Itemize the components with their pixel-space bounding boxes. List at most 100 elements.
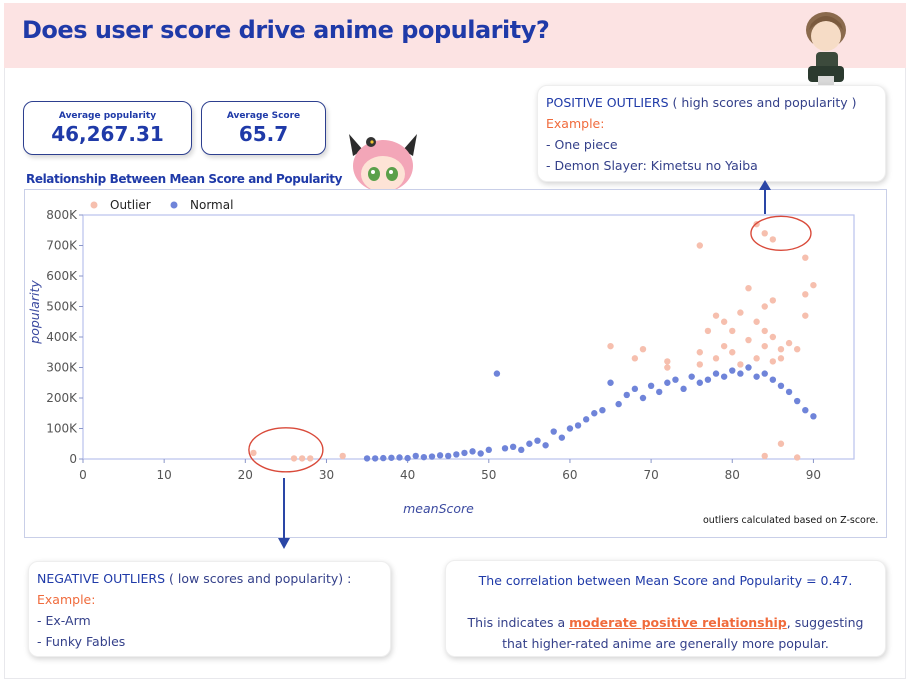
- data-point-outlier: [761, 303, 768, 310]
- data-point-normal: [672, 376, 679, 383]
- legend-label-outlier: Outlier: [110, 198, 151, 212]
- data-point-normal: [469, 448, 476, 455]
- data-point-normal: [745, 364, 752, 371]
- correlation-box: The correlation between Mean Score and P…: [445, 560, 886, 657]
- data-point-normal: [712, 370, 720, 377]
- callout-head: NEGATIVE OUTLIERS: [37, 571, 166, 586]
- data-point-normal: [445, 452, 452, 460]
- data-point-outlier: [290, 455, 298, 462]
- data-point-normal: [664, 379, 671, 386]
- legend-marker-normal: [170, 201, 178, 209]
- data-point-normal: [518, 446, 525, 454]
- data-point-normal: [388, 454, 395, 461]
- data-point-outlier: [696, 242, 703, 249]
- data-point-normal: [696, 379, 703, 386]
- kpi-average-score: Average Score 65.7: [201, 101, 326, 155]
- data-point-outlier: [761, 327, 768, 335]
- data-point-outlier: [712, 312, 720, 319]
- data-point-normal: [761, 370, 768, 377]
- x-tick-label: 0: [79, 468, 87, 482]
- data-point-outlier: [802, 312, 809, 319]
- data-point-outlier: [720, 342, 728, 350]
- interpretation-pre: This indicates a: [467, 615, 566, 630]
- y-tick-label: 100K: [46, 422, 78, 436]
- data-point-normal: [371, 455, 379, 462]
- data-point-outlier: [753, 355, 760, 362]
- data-point-normal: [631, 385, 639, 393]
- data-point-normal: [753, 373, 760, 380]
- data-point-normal: [542, 442, 549, 449]
- kpi-average-popularity: Average popularity 46,267.31: [23, 101, 192, 155]
- data-point-normal: [526, 440, 533, 447]
- data-point-normal: [380, 454, 387, 462]
- data-point-normal: [396, 454, 403, 461]
- character-head-icon: [349, 134, 417, 190]
- positive-arrow-head: [759, 180, 771, 190]
- data-point-normal: [404, 454, 411, 462]
- data-point-normal: [566, 425, 574, 432]
- data-point-outlier: [339, 452, 346, 460]
- data-point-normal: [793, 397, 801, 405]
- scatter-chart: 0 100K 200K 300K 400K 500K 600K 700K 800K 0 10 20 30…: [27, 198, 855, 516]
- data-point-outlier: [777, 346, 785, 353]
- data-point-normal: [558, 434, 566, 441]
- data-point-normal: [680, 385, 687, 393]
- x-tick-label: 10: [157, 468, 172, 482]
- negative-arrow-head: [278, 538, 290, 549]
- data-point-normal: [607, 379, 614, 386]
- data-point-outlier: [761, 452, 768, 460]
- x-tick-label: 80: [725, 468, 740, 482]
- negative-outlier-highlight: [248, 427, 324, 473]
- data-point-outlier: [729, 349, 736, 356]
- data-point-normal: [591, 410, 598, 417]
- y-tick-label: 800K: [46, 208, 78, 222]
- data-point-normal: [582, 416, 590, 423]
- data-point-outlier: [696, 361, 703, 368]
- data-point-normal: [485, 446, 492, 454]
- data-point-outlier: [720, 318, 728, 325]
- page-title: Does user score drive anime popularity?: [22, 16, 550, 44]
- callout-item: - One piece: [546, 137, 618, 152]
- data-point-outlier: [753, 318, 760, 325]
- y-tick-label: 400K: [46, 330, 78, 344]
- data-point-normal: [623, 391, 630, 399]
- kpi-value: 65.7: [238, 122, 289, 146]
- data-point-outlier: [250, 449, 257, 457]
- data-point-outlier: [769, 236, 777, 243]
- kpi-label: Average Score: [226, 111, 301, 121]
- callout-desc: ( high scores and popularity ): [672, 95, 857, 110]
- character-figure-icon: [806, 12, 846, 86]
- correlation-statement: The correlation between Mean Score and P…: [478, 573, 853, 588]
- header-band: [4, 3, 906, 68]
- data-point-outlier: [785, 339, 793, 347]
- y-tick-label: 500K: [46, 300, 78, 314]
- data-point-normal: [599, 407, 606, 414]
- data-point-normal: [493, 370, 501, 377]
- data-point-outlier: [769, 358, 777, 365]
- data-point-outlier: [793, 454, 801, 461]
- data-point-outlier: [745, 336, 752, 344]
- data-point-outlier: [298, 455, 306, 462]
- callout-example-label: Example:: [37, 592, 96, 607]
- y-tick-label: 600K: [46, 269, 78, 283]
- data-point-normal: [720, 373, 728, 380]
- data-point-outlier: [810, 281, 817, 289]
- data-point-normal: [647, 382, 655, 389]
- data-point-normal: [477, 450, 484, 457]
- data-point-normal: [785, 388, 793, 396]
- x-tick-label: 40: [400, 468, 415, 482]
- data-point-normal: [737, 370, 744, 377]
- callout-desc: ( low scores and popularity) :: [169, 571, 352, 586]
- data-point-outlier: [631, 355, 639, 362]
- data-point-outlier: [761, 342, 768, 350]
- data-point-outlier: [793, 346, 801, 353]
- callout-example-label: Example:: [546, 116, 605, 131]
- data-point-outlier: [307, 455, 314, 462]
- data-point-outlier: [737, 309, 744, 316]
- y-tick-label: 700K: [46, 239, 78, 253]
- data-point-normal: [420, 453, 428, 461]
- y-axis-label: popularity: [27, 280, 42, 345]
- data-point-normal: [461, 449, 468, 457]
- data-point-normal: [436, 452, 444, 459]
- positive-outlier-highlight: [750, 215, 812, 251]
